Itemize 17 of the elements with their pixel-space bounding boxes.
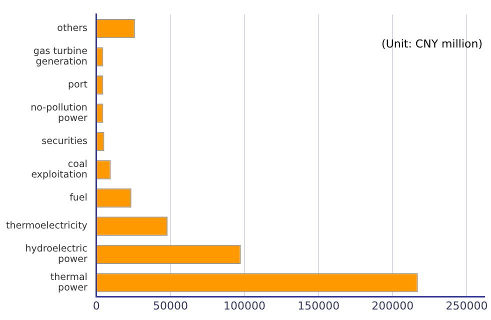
x-tick-label: 50000 [152, 299, 188, 312]
annotation: (Unit: CNY million) [382, 37, 483, 50]
y-tick-label: gas turbine generation [33, 46, 88, 68]
y-tick-label: securities [42, 136, 88, 147]
y-tick-label: thermoelectricity [6, 220, 88, 232]
y-tick-label: port [68, 80, 88, 91]
y-tick-label: fuel [70, 192, 88, 204]
y-tick-label: others [57, 23, 88, 34]
x-tick-label: 100000 [224, 299, 266, 312]
x-tick-label: 200000 [372, 299, 414, 312]
y-tick-label: coal exploitation [31, 158, 88, 180]
x-tick-label: 150000 [298, 299, 340, 312]
y-tick-label: thermal power [50, 272, 88, 294]
y-tick-label: no-pollution power [30, 102, 88, 124]
x-tick-label: 250000 [446, 299, 488, 312]
y-tick-label: hydroelectric power [25, 244, 88, 266]
x-tick-label: 0 [92, 299, 100, 312]
